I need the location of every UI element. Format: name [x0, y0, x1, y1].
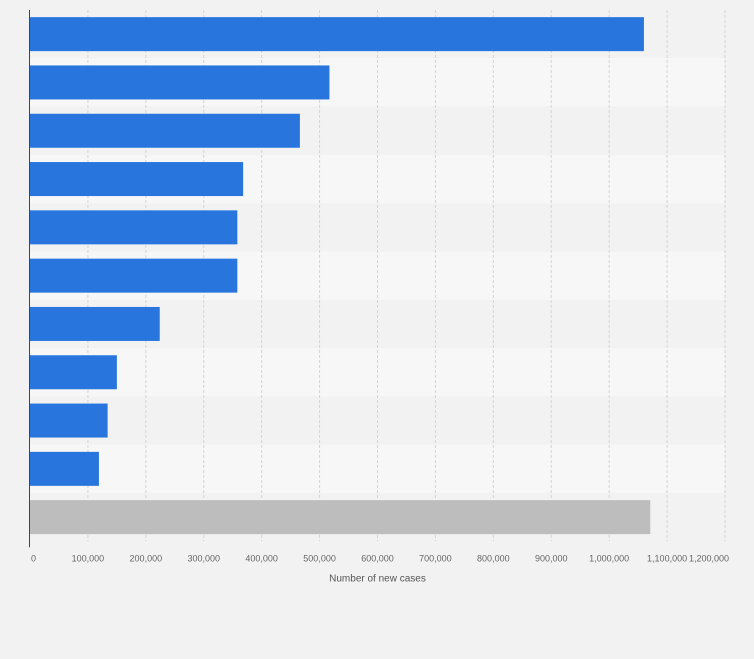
- x-tick-label: 500,000: [303, 553, 336, 563]
- bar[interactable]: [30, 17, 644, 52]
- bar[interactable]: [30, 162, 244, 197]
- x-tick-label: 600,000: [361, 553, 394, 563]
- bar[interactable]: [30, 65, 330, 100]
- bar[interactable]: [30, 451, 99, 486]
- x-tick-label: 1,200,000: [689, 553, 729, 563]
- x-tick-label: 900,000: [535, 553, 568, 563]
- bar[interactable]: [30, 258, 238, 293]
- bar[interactable]: [30, 306, 160, 341]
- x-tick-label: 200,000: [130, 553, 163, 563]
- x-tick-labels: 0 100,000 200,000 300,000 400,000 500,000 600,…: [31, 553, 729, 563]
- x-tick-label: 300,000: [187, 553, 220, 563]
- x-tick-label: 800,000: [477, 553, 510, 563]
- bar[interactable]: [30, 500, 651, 535]
- x-tick-label: 1,100,000: [647, 553, 687, 563]
- bar[interactable]: [30, 210, 238, 245]
- bar[interactable]: [30, 403, 108, 438]
- bars: [30, 17, 651, 535]
- x-tick-label: 400,000: [245, 553, 278, 563]
- x-tick-label: 700,000: [419, 553, 452, 563]
- x-tick-label: 1,000,000: [589, 553, 629, 563]
- x-axis-title: Number of new cases: [329, 573, 426, 584]
- x-tick-label: 100,000: [72, 553, 105, 563]
- bar[interactable]: [30, 355, 117, 390]
- bar[interactable]: [30, 113, 300, 148]
- x-tick-label: 0: [31, 553, 36, 563]
